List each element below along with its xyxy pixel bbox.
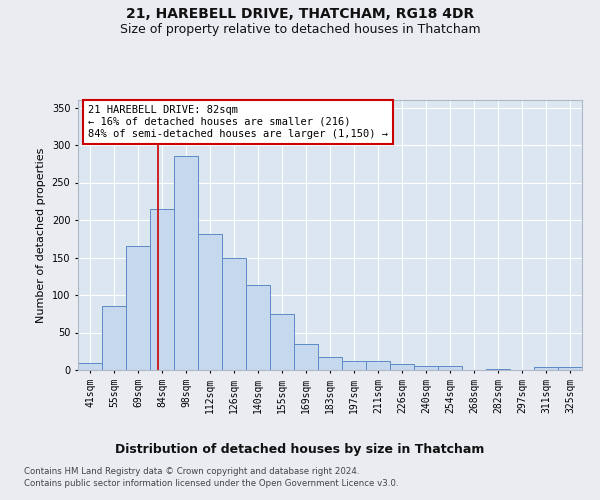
- Bar: [486, 368, 510, 370]
- Bar: [414, 366, 438, 370]
- Bar: [390, 364, 414, 370]
- Text: Size of property relative to detached houses in Thatcham: Size of property relative to detached ho…: [119, 22, 481, 36]
- Bar: [150, 209, 174, 370]
- Bar: [198, 234, 222, 370]
- Text: Contains public sector information licensed under the Open Government Licence v3: Contains public sector information licen…: [24, 479, 398, 488]
- Bar: [102, 306, 126, 370]
- Bar: [78, 362, 102, 370]
- Text: 21 HAREBELL DRIVE: 82sqm
← 16% of detached houses are smaller (216)
84% of semi-: 21 HAREBELL DRIVE: 82sqm ← 16% of detach…: [88, 106, 388, 138]
- Bar: [270, 314, 294, 370]
- Bar: [318, 357, 342, 370]
- Text: Distribution of detached houses by size in Thatcham: Distribution of detached houses by size …: [115, 442, 485, 456]
- Text: Contains HM Land Registry data © Crown copyright and database right 2024.: Contains HM Land Registry data © Crown c…: [24, 468, 359, 476]
- Text: 21, HAREBELL DRIVE, THATCHAM, RG18 4DR: 21, HAREBELL DRIVE, THATCHAM, RG18 4DR: [126, 8, 474, 22]
- Bar: [246, 285, 270, 370]
- Bar: [126, 246, 150, 370]
- Bar: [366, 361, 390, 370]
- Y-axis label: Number of detached properties: Number of detached properties: [36, 148, 46, 322]
- Bar: [342, 361, 366, 370]
- Bar: [222, 258, 246, 370]
- Bar: [294, 344, 318, 370]
- Bar: [534, 367, 558, 370]
- Bar: [558, 367, 582, 370]
- Bar: [438, 366, 462, 370]
- Bar: [174, 156, 198, 370]
